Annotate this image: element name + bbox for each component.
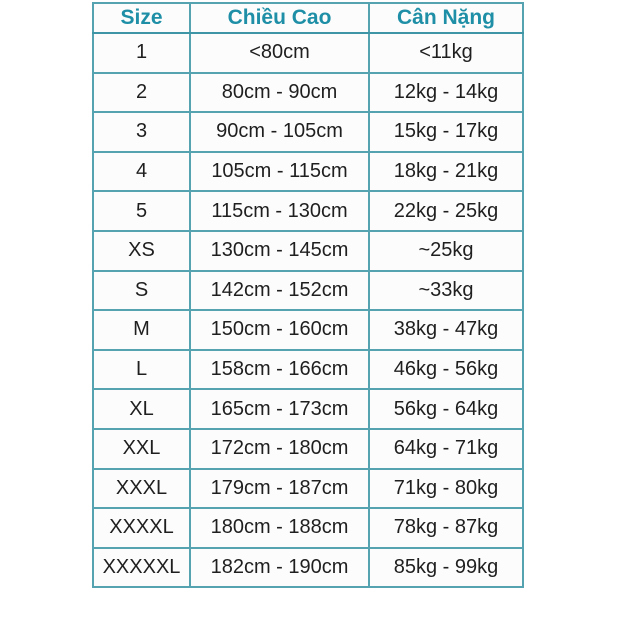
weight-cell: 71kg - 80kg bbox=[368, 467, 524, 510]
size-cell: XXXL bbox=[92, 467, 191, 510]
size-cell: XXL bbox=[92, 427, 191, 470]
weight-cell: 64kg - 71kg bbox=[368, 427, 524, 470]
weight-cell: <11kg bbox=[368, 32, 524, 74]
height-cell: 90cm - 105cm bbox=[189, 111, 370, 153]
height-cell: 115cm - 130cm bbox=[189, 190, 370, 232]
table-row: XL 165cm - 173cm 56kg - 64kg bbox=[92, 388, 524, 430]
height-cell: <80cm bbox=[189, 32, 370, 74]
weight-cell: 78kg - 87kg bbox=[368, 507, 524, 549]
table-row: 3 90cm - 105cm 15kg - 17kg bbox=[92, 111, 524, 153]
table-row: 2 80cm - 90cm 12kg - 14kg bbox=[92, 71, 524, 114]
size-cell: 3 bbox=[92, 111, 191, 153]
size-cell: L bbox=[92, 348, 191, 391]
size-cell: 5 bbox=[92, 190, 191, 232]
column-header-height: Chiều Cao bbox=[189, 2, 370, 34]
size-cell: 1 bbox=[92, 32, 191, 74]
table-row: XXXXL 180cm - 188cm 78kg - 87kg bbox=[92, 507, 524, 549]
height-cell: 165cm - 173cm bbox=[189, 388, 370, 430]
weight-cell: 22kg - 25kg bbox=[368, 190, 524, 232]
weight-cell: ~33kg bbox=[368, 269, 524, 312]
weight-cell: 46kg - 56kg bbox=[368, 348, 524, 391]
height-cell: 158cm - 166cm bbox=[189, 348, 370, 391]
header-row: Size Chiều Cao Cân Nặng bbox=[92, 2, 524, 34]
size-cell: XXXXXL bbox=[92, 546, 191, 589]
weight-cell: 56kg - 64kg bbox=[368, 388, 524, 430]
table-row: XXXL 179cm - 187cm 71kg - 80kg bbox=[92, 467, 524, 510]
table-row: XXL 172cm - 180cm 64kg - 71kg bbox=[92, 427, 524, 470]
height-cell: 130cm - 145cm bbox=[189, 229, 370, 272]
size-cell: 4 bbox=[92, 150, 191, 193]
size-cell: XL bbox=[92, 388, 191, 430]
column-header-size: Size bbox=[92, 2, 191, 34]
weight-cell: 85kg - 99kg bbox=[368, 546, 524, 589]
size-cell: XXXXL bbox=[92, 507, 191, 549]
table-header: Size Chiều Cao Cân Nặng bbox=[92, 2, 524, 34]
height-cell: 105cm - 115cm bbox=[189, 150, 370, 193]
weight-cell: 12kg - 14kg bbox=[368, 71, 524, 114]
weight-cell: 15kg - 17kg bbox=[368, 111, 524, 153]
height-cell: 80cm - 90cm bbox=[189, 71, 370, 114]
size-cell: S bbox=[92, 269, 191, 312]
size-chart-table: Size Chiều Cao Cân Nặng 1 <80cm <11kg 2 80cm… bbox=[92, 2, 524, 589]
table-row: M 150cm - 160cm 38kg - 47kg bbox=[92, 309, 524, 351]
height-cell: 142cm - 152cm bbox=[189, 269, 370, 312]
height-cell: 180cm - 188cm bbox=[189, 507, 370, 549]
height-cell: 182cm - 190cm bbox=[189, 546, 370, 589]
column-header-weight: Cân Nặng bbox=[368, 2, 524, 34]
table-row: L 158cm - 166cm 46kg - 56kg bbox=[92, 348, 524, 391]
table-row: S 142cm - 152cm ~33kg bbox=[92, 269, 524, 312]
height-cell: 172cm - 180cm bbox=[189, 427, 370, 470]
table-row: XS 130cm - 145cm ~25kg bbox=[92, 229, 524, 272]
table-row: 1 <80cm <11kg bbox=[92, 32, 524, 74]
table-row: 4 105cm - 115cm 18kg - 21kg bbox=[92, 150, 524, 193]
size-chart: Size Chiều Cao Cân Nặng 1 <80cm <11kg 2 80cm… bbox=[92, 2, 524, 589]
height-cell: 179cm - 187cm bbox=[189, 467, 370, 510]
table-row: 5 115cm - 130cm 22kg - 25kg bbox=[92, 190, 524, 232]
size-cell: 2 bbox=[92, 71, 191, 114]
weight-cell: 18kg - 21kg bbox=[368, 150, 524, 193]
height-cell: 150cm - 160cm bbox=[189, 309, 370, 351]
table-body: 1 <80cm <11kg 2 80cm - 90cm 12kg - 14kg 3 90cm … bbox=[92, 32, 524, 589]
weight-cell: 38kg - 47kg bbox=[368, 309, 524, 351]
table-row: XXXXXL 182cm - 190cm 85kg - 99kg bbox=[92, 546, 524, 589]
size-cell: M bbox=[92, 309, 191, 351]
weight-cell: ~25kg bbox=[368, 229, 524, 272]
size-cell: XS bbox=[92, 229, 191, 272]
